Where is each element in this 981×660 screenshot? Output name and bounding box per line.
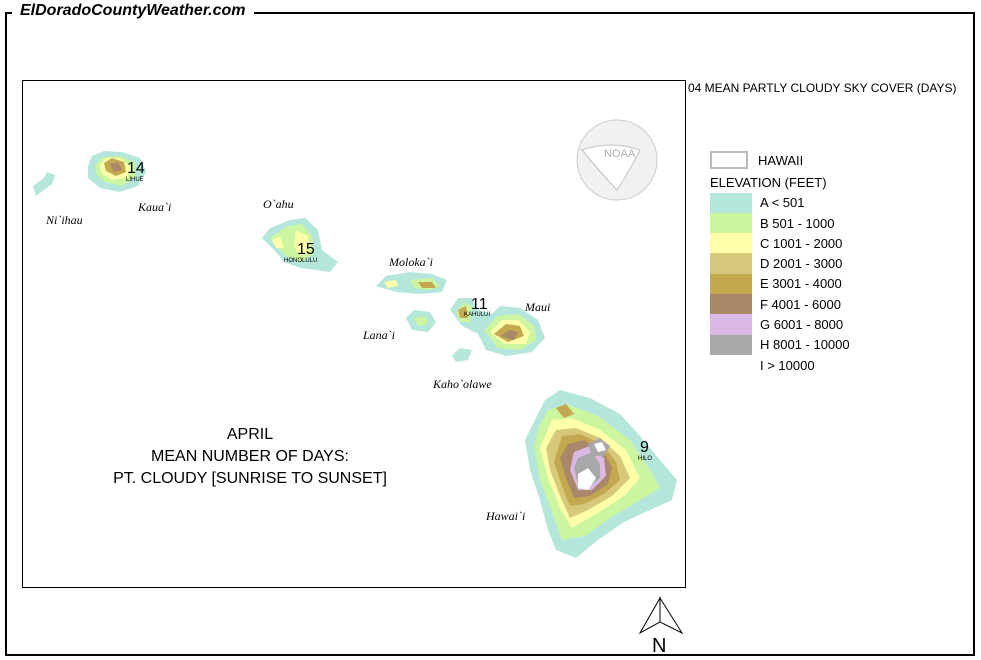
island-maui <box>450 298 545 356</box>
legend-class: I > 10000 <box>710 354 850 376</box>
label-maui: Maui <box>525 300 551 314</box>
legend-label: F 4001 - 6000 <box>760 296 841 312</box>
legend-class: B 501 - 1000 <box>710 212 850 234</box>
station-city-hilo: HILO <box>638 456 653 462</box>
legend-class: D 2001 - 3000 <box>710 253 850 274</box>
map-title: 04 MEAN PARTLY CLOUDY SKY COVER (DAYS) <box>688 81 957 95</box>
station-value-hilo: 9 <box>640 439 649 456</box>
legend-elevation-title: ELEVATION (FEET) <box>710 174 827 190</box>
island-hawaii <box>525 390 677 558</box>
legend-label: C 1001 - 2000 <box>760 235 843 251</box>
label-molokai: Moloka`i <box>389 255 433 269</box>
island-oahu <box>262 218 338 272</box>
legend-label: D 2001 - 3000 <box>760 256 843 272</box>
legend-class: H 8001 - 10000 <box>710 334 850 355</box>
island-kahoolawe <box>452 348 472 362</box>
legend-class: C 1001 - 2000 <box>710 233 850 254</box>
map-caption: APRIL MEAN NUMBER OF DAYS: PT. CLOUDY [S… <box>113 426 387 487</box>
legend-swatch <box>710 314 752 335</box>
station-value-honolulu: 15 <box>297 241 315 258</box>
outer-frame <box>5 12 975 656</box>
north-arrow-icon <box>638 596 684 635</box>
island-molokai <box>376 272 447 294</box>
station-value-lihue: 14 <box>127 160 145 177</box>
legend-class: F 4001 - 6000 <box>710 294 850 315</box>
legend-state: HAWAII <box>710 150 850 170</box>
noaa-logo: NOAA <box>576 119 658 201</box>
legend-swatch <box>710 294 752 315</box>
legend-class: G 6001 - 8000 <box>710 314 850 335</box>
label-oahu: O`ahu <box>263 197 294 211</box>
legend-swatch <box>710 354 752 376</box>
legend: HAWAII ELEVATION (FEET) A < 501 B 501 - 1… <box>710 150 850 376</box>
label-kahoolawe: Kaho`olawe <box>433 377 492 391</box>
legend-label: E 3001 - 4000 <box>760 276 842 292</box>
station-city-honolulu: HONOLULU <box>284 258 318 264</box>
station-value-kahului: 11 <box>471 296 488 313</box>
legend-class: A < 501 <box>710 192 850 213</box>
label-hawaii: Hawai`i <box>486 509 526 523</box>
legend-swatch <box>710 273 752 295</box>
island-lanai <box>406 310 436 332</box>
station-city-kahului: KAHULUI <box>464 312 491 318</box>
site-title: ElDoradoCountyWeather.com <box>12 2 254 20</box>
svg-text:NOAA: NOAA <box>604 148 636 160</box>
label-kauai: Kaua`i <box>138 200 172 214</box>
legend-swatch <box>710 334 752 355</box>
legend-swatch <box>710 253 752 274</box>
map-frame <box>22 80 686 588</box>
legend-swatch <box>710 233 752 254</box>
legend-class: E 3001 - 4000 <box>710 273 850 295</box>
legend-label: G 6001 - 8000 <box>760 317 844 333</box>
legend-label: I > 10000 <box>760 357 815 373</box>
north-label: N <box>652 635 666 657</box>
legend-swatch <box>710 212 752 234</box>
station-city-lihue: LIHUE <box>126 177 144 183</box>
legend-label: A < 501 <box>760 195 805 211</box>
island-niihau <box>33 172 55 196</box>
state-swatch <box>710 151 748 170</box>
legend-label: B 501 - 1000 <box>760 215 835 231</box>
label-lanai: Lana`i <box>363 328 396 342</box>
legend-label: H 8001 - 10000 <box>760 337 850 353</box>
island-kauai <box>88 151 146 192</box>
label-niihau: Ni`ihau <box>46 213 83 227</box>
legend-swatch <box>710 192 752 213</box>
